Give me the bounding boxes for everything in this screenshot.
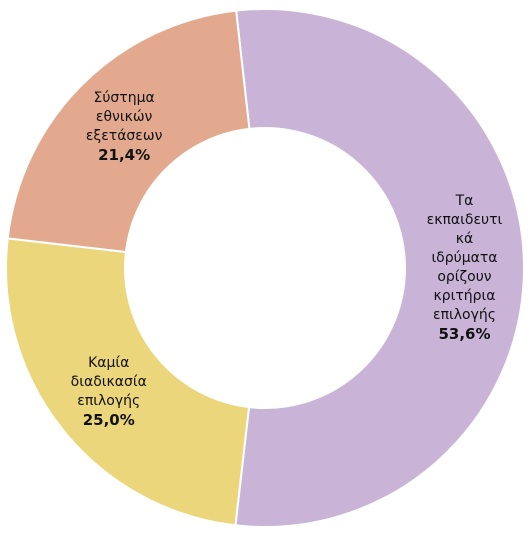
donut-slice <box>6 9 251 254</box>
value-label: 21,4% <box>98 145 151 164</box>
donut-slice <box>5 237 251 527</box>
category-label: Καμία διαδικασία επιλογής <box>70 355 147 410</box>
slice-label: Σύστημα εθνικών εξετάσεων 21,4% <box>84 89 164 165</box>
slice-label: Τα εκπαιδευτικά ιδρύματα ορίζουν κριτήρι… <box>424 192 504 344</box>
category-label: Τα εκπαιδευτικά ιδρύματα ορίζουν κριτήρι… <box>426 193 503 324</box>
slice-label: Καμία διαδικασία επιλογής 25,0% <box>69 354 149 430</box>
value-label: 25,0% <box>82 411 135 430</box>
donut-slice <box>234 8 526 528</box>
value-label: 53,6% <box>438 325 491 344</box>
category-label: Σύστημα εθνικών εξετάσεων <box>85 89 163 144</box>
